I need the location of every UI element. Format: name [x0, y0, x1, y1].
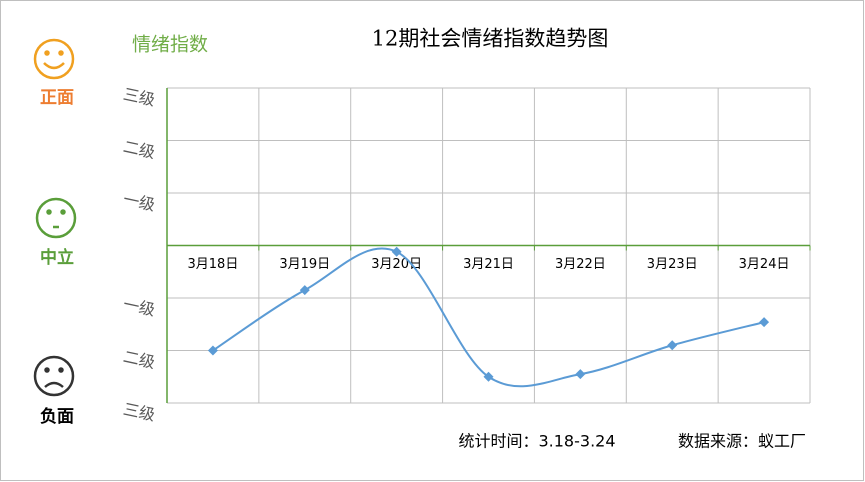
footnote: 统计时间：3.18-3.24	[458, 432, 615, 451]
chart-title: 12期社会情绪指数趋势图	[372, 27, 609, 51]
mood-label: 中立	[40, 247, 74, 268]
footnote: 数据来源：蚁工厂	[678, 432, 806, 451]
point-marker	[575, 369, 586, 380]
x-tick-label: 3月23日	[647, 257, 698, 272]
neutral-face	[35, 197, 77, 239]
y-axis-title: 情绪指数	[132, 34, 208, 56]
mood-label: 正面	[40, 88, 74, 108]
x-tick-label: 3月21日	[463, 257, 514, 272]
point-marker	[299, 285, 310, 296]
x-tick-label: 3月19日	[279, 257, 330, 272]
happy-face	[33, 38, 75, 80]
point-marker	[483, 371, 494, 382]
x-tick-label: 3月20日	[371, 257, 422, 272]
mood-label: 负面	[40, 406, 74, 427]
x-tick-label: 3月18日	[188, 257, 239, 272]
x-tick-label: 3月24日	[739, 257, 790, 272]
x-tick-label: 3月22日	[555, 257, 606, 272]
point-marker	[667, 340, 678, 351]
point-marker	[391, 246, 402, 257]
sad-face	[33, 355, 75, 397]
point-marker	[207, 345, 218, 356]
point-marker	[759, 317, 770, 328]
